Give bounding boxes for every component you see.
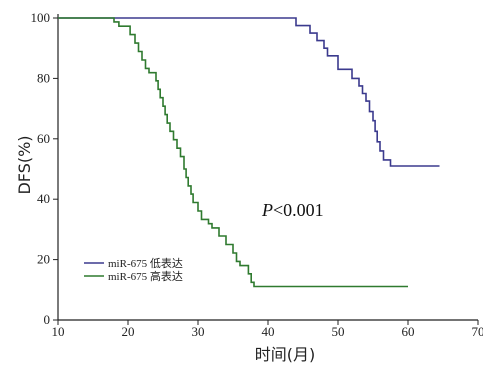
- y-axis-title: DFS(%): [15, 135, 34, 194]
- x-tick-label: 50: [332, 324, 345, 339]
- x-tick-label: 10: [52, 324, 65, 339]
- y-tick-label: 80: [37, 70, 50, 85]
- y-tick-label: 0: [44, 312, 51, 327]
- y-tick-label: 40: [37, 191, 50, 206]
- p-value-symbol: P: [261, 200, 273, 220]
- series-line-1: [58, 17, 440, 167]
- axes: 10 20 30 40 50 60 70 0 20 40 60 80 100: [31, 10, 483, 339]
- p-value-annotation: P<0.001: [261, 200, 324, 220]
- p-value-text: <0.001: [273, 200, 324, 220]
- legend-label-2: miR-675 高表达: [108, 269, 183, 283]
- x-tick-label: 30: [192, 324, 205, 339]
- series-line-2: [58, 17, 408, 288]
- x-axis-title: 时间(月): [255, 345, 316, 364]
- x-tick-label: 20: [122, 324, 135, 339]
- x-tick-label: 70: [472, 324, 483, 339]
- y-tick-label: 20: [37, 252, 50, 267]
- y-tick-label: 100: [31, 10, 51, 25]
- x-tick-label: 60: [402, 324, 415, 339]
- legend-label-1: miR-675 低表达: [108, 256, 183, 270]
- y-tick-label: 60: [37, 131, 50, 146]
- series-group: [58, 17, 440, 288]
- x-tick-label: 40: [262, 324, 275, 339]
